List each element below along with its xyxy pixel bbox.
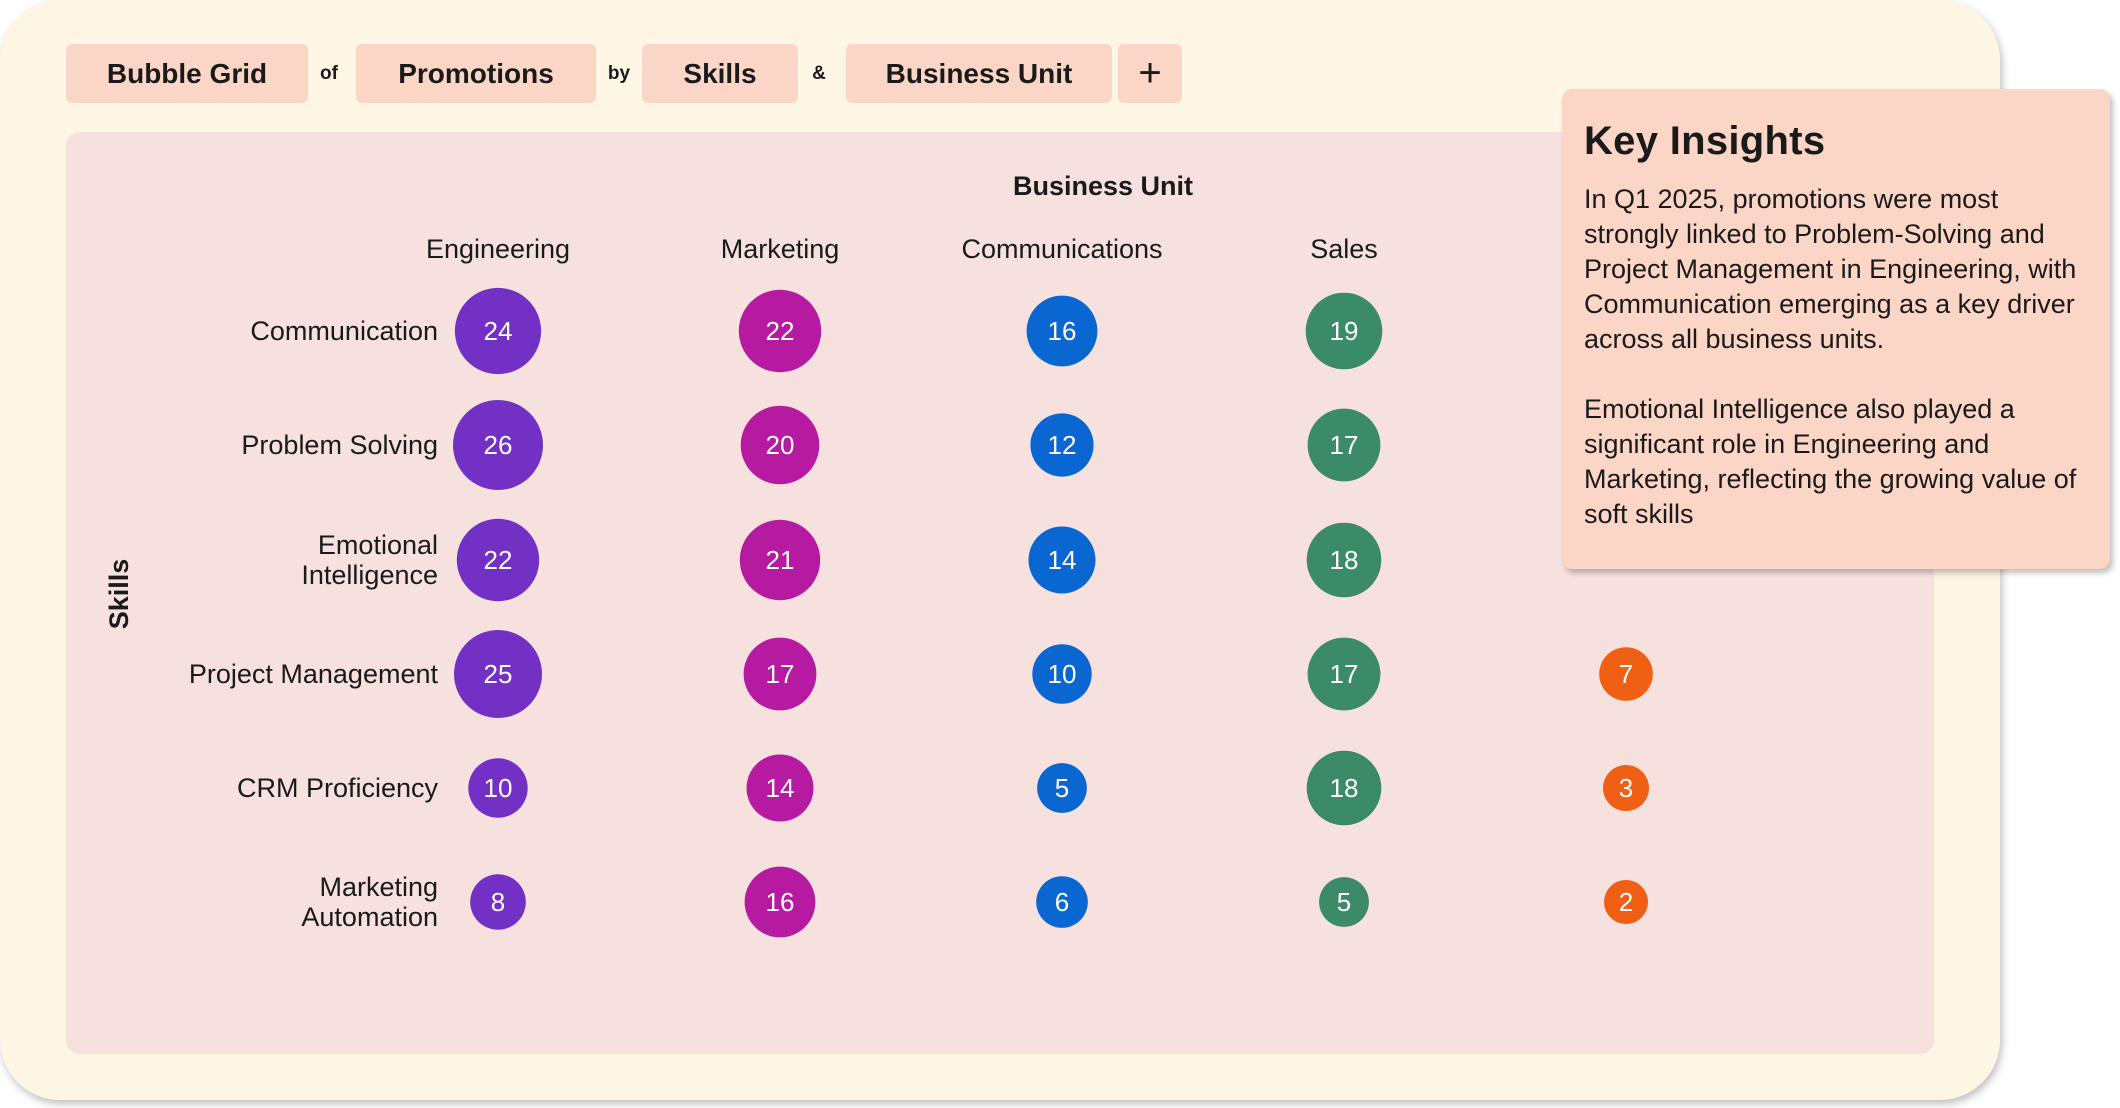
bubble: [456, 518, 540, 602]
bubble: [1307, 408, 1381, 482]
bubble-value-label: 24: [484, 316, 513, 346]
dimension1-chip[interactable]: Skills: [642, 44, 798, 103]
bubble: [453, 400, 543, 490]
bubble: [1599, 647, 1653, 701]
bubble-value-label: 26: [484, 430, 513, 460]
bubble-value-label: 10: [484, 773, 513, 803]
bubble-value-label: 2: [1619, 887, 1633, 917]
bubble-value-label: 17: [1330, 430, 1359, 460]
bubble-value-label: 14: [1048, 545, 1077, 575]
bubble-value-label: 16: [766, 887, 795, 917]
bubble-value-label: 5: [1055, 773, 1069, 803]
x-axis-title: Business Unit: [1013, 171, 1193, 201]
bubble: [746, 754, 814, 822]
bubble: [1319, 877, 1369, 927]
bubble: [1307, 637, 1381, 711]
bubble: [738, 289, 822, 373]
y-tick-label: CRM Proficiency: [237, 773, 439, 803]
y-tick-label: Project Management: [189, 659, 439, 689]
bubble-value-label: 8: [491, 887, 505, 917]
bubble-value-label: 18: [1330, 773, 1359, 803]
y-axis-title: Skills: [104, 559, 134, 630]
bubble: [1603, 765, 1649, 811]
y-tick-label: Intelligence: [301, 560, 438, 590]
bubble-value-label: 10: [1048, 659, 1077, 689]
bubble: [744, 866, 816, 938]
y-tick-label: Emotional: [318, 530, 438, 560]
bubble-value-label: 18: [1330, 545, 1359, 575]
bubble-value-label: 5: [1337, 887, 1351, 917]
bubble: [1305, 292, 1383, 370]
bubble: [1306, 750, 1382, 826]
bubble: [1028, 526, 1096, 594]
bubble: [1026, 295, 1098, 367]
insights-title: Key Insights: [1584, 119, 1826, 163]
x-tick-label: Sales: [1310, 234, 1378, 264]
y-tick-label: Problem Solving: [241, 430, 438, 460]
x-tick-label: Engineering: [426, 234, 570, 264]
y-tick-label: Communication: [250, 316, 438, 346]
bubble: [1036, 876, 1088, 928]
bubble-value-label: 16: [1048, 316, 1077, 346]
y-tick-label: Marketing: [319, 872, 438, 902]
bubble-value-label: 21: [766, 545, 795, 575]
insights-paragraph-2: Emotional Intelligence also played a sig…: [1584, 394, 2077, 529]
bubble-value-label: 17: [1330, 659, 1359, 689]
x-tick-label: Communications: [961, 234, 1162, 264]
bubble: [1306, 522, 1382, 598]
bubble-value-label: 17: [766, 659, 795, 689]
key-insights-panel: Key Insights In Q1 2025, promotions were…: [1562, 89, 2110, 569]
bubble: [739, 519, 821, 601]
of-connector: of: [320, 62, 338, 84]
bubble-grid-chart: Business Unit Skills Engineering Marketing C…: [104, 171, 1658, 938]
bubble: [1037, 763, 1087, 813]
bubble: [1032, 644, 1092, 704]
chart-type-chip[interactable]: Bubble Grid: [66, 44, 308, 103]
bubble-value-label: 14: [766, 773, 795, 803]
bubble: [1030, 413, 1094, 477]
bubble: [454, 287, 542, 375]
bubble-value-label: 6: [1055, 887, 1069, 917]
bubble: [743, 637, 817, 711]
bubble: [468, 758, 528, 818]
measure-chip[interactable]: Promotions: [356, 44, 596, 103]
bubble-value-label: 12: [1048, 430, 1077, 460]
bubble-value-label: 7: [1619, 659, 1633, 689]
bubble: [740, 405, 820, 485]
bubble-value-label: 25: [484, 659, 513, 689]
bubble-value-label: 3: [1619, 773, 1633, 803]
x-tick-label: Marketing: [721, 234, 840, 264]
bubble: [454, 630, 542, 718]
dimension2-chip[interactable]: Business Unit: [846, 44, 1112, 103]
bubble: [1604, 880, 1648, 924]
and-connector: &: [812, 62, 826, 84]
insights-paragraph-1: In Q1 2025, promotions were most strongl…: [1584, 184, 2077, 354]
add-dimension-button[interactable]: +: [1118, 44, 1182, 103]
bubble: [470, 874, 526, 930]
y-tick-label: Automation: [301, 902, 438, 932]
bubble-value-label: 22: [766, 316, 795, 346]
bubble-value-label: 22: [484, 545, 513, 575]
bubble-value-label: 19: [1330, 316, 1359, 346]
bubble-value-label: 20: [766, 430, 795, 460]
by-connector: by: [607, 62, 631, 84]
